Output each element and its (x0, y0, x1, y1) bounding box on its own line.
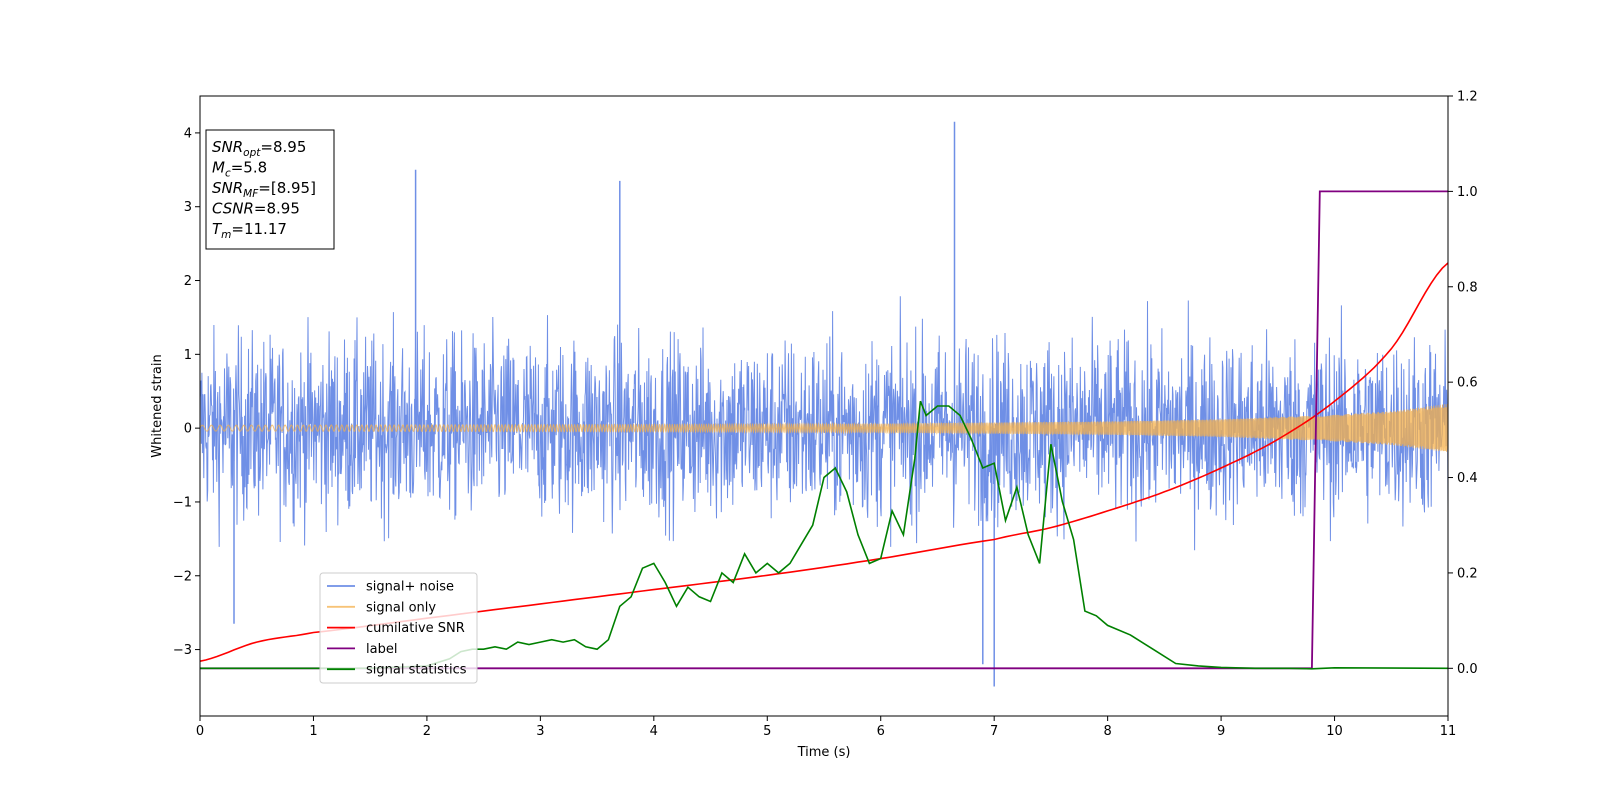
y-left-tick-label: 1 (184, 348, 192, 363)
y-axis-title: Whitened strain (150, 354, 165, 457)
legend: signal+ noise signal only cumilative SNR la… (319, 572, 478, 684)
stat-subscript: MF (243, 188, 259, 200)
series-signal-noise-peaks (233, 121, 995, 687)
y-left-tick-label: 0 (184, 422, 192, 437)
x-tick-label: 1 (309, 724, 317, 739)
x-tick-label: 0 (196, 724, 204, 739)
y-right-tick-label: 1.2 (1457, 90, 1478, 105)
stat-value: =8.95 (254, 200, 300, 218)
legend-entry: cumilative SNR (366, 621, 465, 636)
legend-frame (319, 572, 478, 684)
y-right-tick-label: 0.4 (1457, 471, 1478, 486)
stat-name: CSNR (212, 200, 254, 218)
legend-entry: signal statistics (366, 663, 467, 678)
x-tick-label: 11 (1440, 724, 1457, 739)
stat-line: SNRMF=[8.95] (212, 179, 316, 200)
y-right-tick-label: 0.8 (1457, 280, 1478, 295)
x-tick-label: 10 (1326, 724, 1343, 739)
stat-value: =11.17 (231, 220, 287, 238)
series-label (200, 190, 1448, 670)
x-tick-label: 7 (990, 724, 998, 739)
y-left-tick-label: −3 (173, 643, 192, 658)
y-left-tick-label: 2 (184, 274, 192, 289)
y-right-tick-label: 0.6 (1457, 376, 1478, 391)
stat-value: =[8.95] (258, 179, 316, 197)
stat-subscript: c (225, 168, 231, 180)
stat-name: T (212, 220, 223, 238)
stat-subscript: opt (243, 147, 261, 159)
stat-name: M (212, 159, 225, 177)
x-tick-label: 9 (1217, 724, 1225, 739)
stat-value: =5.8 (231, 159, 267, 177)
stat-line: CSNR=8.95 (212, 200, 300, 218)
stat-line: Mc=5.8 (212, 159, 267, 180)
stat-line: SNRopt=8.95 (212, 138, 306, 159)
x-tick-label: 3 (536, 724, 544, 739)
y-right-tick-label: 0.0 (1457, 662, 1478, 677)
y-left-tick-label: 3 (184, 200, 192, 215)
stats-box: SNRopt=8.95Mc=5.8SNRMF=[8.95]CSNR=8.95Tm… (205, 129, 335, 250)
stat-value: =8.95 (260, 138, 306, 156)
stat-subscript: m (221, 229, 231, 241)
x-tick-label: 4 (650, 724, 658, 739)
stat-name: SNR (212, 138, 243, 156)
stats-box-frame (205, 129, 335, 250)
y-left-tick-label: 4 (184, 126, 192, 141)
legend-entry: label (366, 642, 397, 657)
axes-frame (199, 95, 1449, 717)
legend-entry: signal only (366, 600, 436, 615)
y-left-tick-label: −1 (173, 495, 192, 510)
x-tick-label: 5 (763, 724, 771, 739)
legend-entry: signal+ noise (366, 580, 454, 595)
x-axis-title: Time (s) (797, 745, 851, 760)
stat-name: SNR (212, 179, 243, 197)
x-tick-label: 8 (1103, 724, 1111, 739)
axis-ticks: 0 1 2 3 4 5 6 7 8 9 10 11 −3 −2 −1 0 1 2 3 4 0.0 0.2 0.4 0.6 0.8… (173, 90, 1478, 740)
stat-line: Tm=11.17 (212, 220, 287, 241)
series-signal-only (200, 404, 1448, 452)
series-signal-statistics (200, 400, 1448, 670)
y-left-tick-label: −2 (173, 569, 192, 584)
x-tick-label: 6 (877, 724, 885, 739)
x-tick-label: 2 (423, 724, 431, 739)
y-right-tick-label: 0.2 (1457, 566, 1478, 581)
y-right-tick-label: 1.0 (1457, 185, 1478, 200)
